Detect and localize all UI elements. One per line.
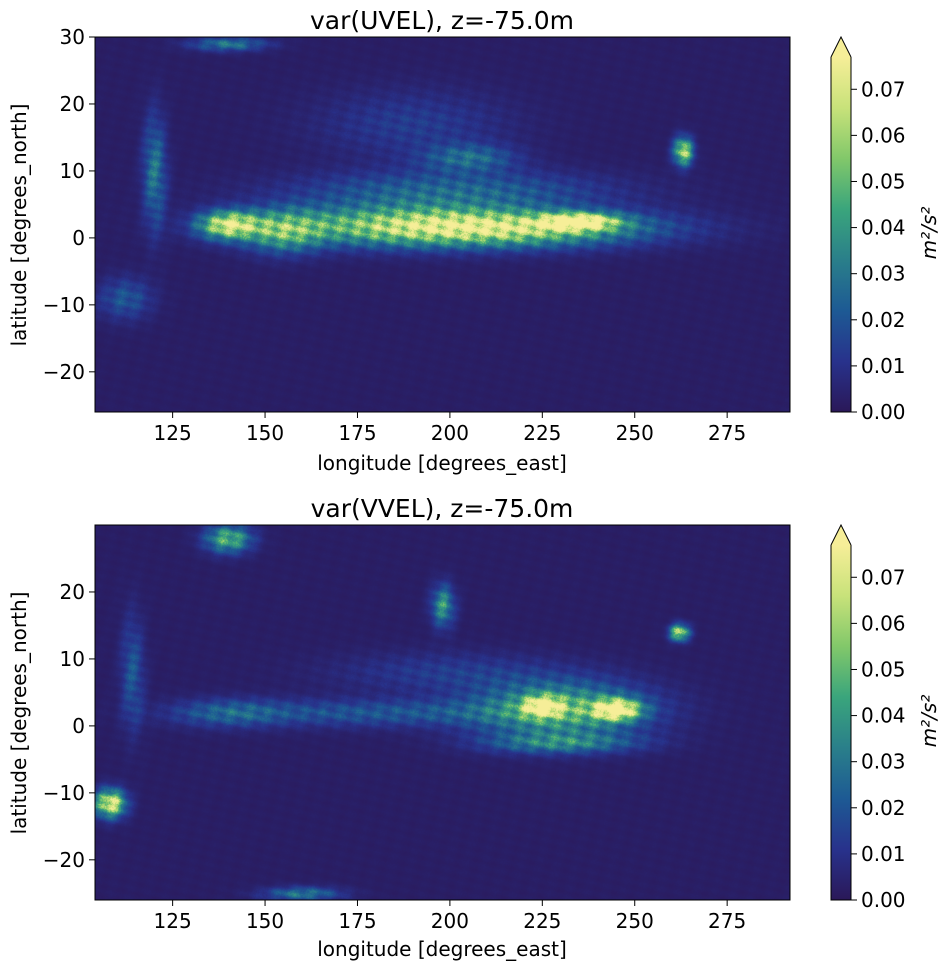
uvel-x-tick-label: 150 <box>246 421 284 445</box>
uvel-colorbar-tick-label: 0.00 <box>861 400 906 424</box>
vvel-x-tick-label: 125 <box>154 909 192 933</box>
vvel-colorbar-frame <box>830 545 852 901</box>
uvel-colorbar-tick-label: 0.02 <box>861 308 906 332</box>
vvel-colorbar-tick-label: 0.07 <box>861 565 906 589</box>
uvel-title: var(UVEL), z=-75.0m <box>310 6 574 35</box>
uvel-y-tick-label: 20 <box>60 92 85 116</box>
uvel-panel: var(UVEL), z=-75.0m 125 150 175 200 225 250 27… <box>7 6 941 475</box>
uvel-colorbar-extend-arrow <box>830 35 852 58</box>
uvel-x-axis-label: longitude [degrees_east] <box>317 451 567 475</box>
uvel-x-tick-label: 175 <box>338 421 376 445</box>
vvel-x-tick-label: 250 <box>616 909 654 933</box>
vvel-x-ticks: 125 150 175 200 225 250 275 <box>154 900 746 933</box>
vvel-colorbar-tick-label: 0.04 <box>861 704 906 728</box>
vvel-y-ticks: −20 −10 0 10 20 <box>43 580 95 872</box>
vvel-colorbar-extend-arrow <box>830 523 852 546</box>
vvel-panel: var(VVEL), z=-75.0m 125 150 175 200 225 250 27… <box>7 494 941 961</box>
uvel-heatmap <box>95 37 790 412</box>
vvel-x-tick-label: 175 <box>338 909 376 933</box>
vvel-heatmap <box>95 525 790 900</box>
uvel-heatmap-wrap <box>95 37 790 412</box>
uvel-colorbar-tick-label: 0.05 <box>861 169 906 193</box>
uvel-y-axis-label: latitude [degrees_north] <box>7 104 31 347</box>
vvel-y-axis-label: latitude [degrees_north] <box>7 592 31 835</box>
vvel-colorbar: 0.00 0.01 0.02 0.03 0.04 0.05 0.06 0.07 m²/s² <box>830 523 941 912</box>
vvel-plot-frame <box>94 524 791 901</box>
vvel-x-axis-label: longitude [degrees_east] <box>317 937 567 961</box>
uvel-y-tick-label: 30 <box>60 25 85 49</box>
uvel-y-tick-label: −20 <box>43 360 85 384</box>
vvel-heatmap-wrap <box>95 525 790 900</box>
vvel-y-tick-label: 0 <box>72 714 85 738</box>
vvel-y-tick-label: −10 <box>43 781 85 805</box>
uvel-colorbar-gradient <box>831 57 851 412</box>
uvel-x-tick-label: 250 <box>616 421 654 445</box>
vvel-x-tick-label: 275 <box>708 909 746 933</box>
vvel-colorbar-gradient <box>831 545 851 900</box>
uvel-colorbar-tick-label: 0.01 <box>861 354 906 378</box>
uvel-colorbar-tick-label: 0.06 <box>861 123 906 147</box>
uvel-colorbar-frame <box>830 57 852 413</box>
vvel-colorbar-tick-label: 0.00 <box>861 888 906 912</box>
vvel-colorbar-tick-label: 0.02 <box>861 796 906 820</box>
uvel-colorbar: 0.00 0.01 0.02 0.03 0.04 0.05 0.06 0.07 m²/s² <box>830 35 941 424</box>
uvel-colorbar-tick-label: 0.07 <box>861 77 906 101</box>
uvel-x-ticks: 125 150 175 200 225 250 275 <box>154 412 746 445</box>
uvel-y-tick-label: −10 <box>43 293 85 317</box>
uvel-x-tick-label: 225 <box>523 421 561 445</box>
vvel-colorbar-tick-label: 0.03 <box>861 750 906 774</box>
vvel-colorbar-ticks: 0.00 0.01 0.02 0.03 0.04 0.05 0.06 0.07 <box>851 565 906 912</box>
vvel-x-tick-label: 150 <box>246 909 284 933</box>
uvel-colorbar-tick-label: 0.04 <box>861 216 906 240</box>
vvel-title: var(VVEL), z=-75.0m <box>311 494 574 523</box>
uvel-x-tick-label: 200 <box>431 421 469 445</box>
vvel-y-tick-label: 10 <box>60 647 85 671</box>
uvel-colorbar-tick-label: 0.03 <box>861 262 906 286</box>
uvel-colorbar-label: m²/s² <box>917 207 941 260</box>
vvel-colorbar-tick-label: 0.05 <box>861 657 906 681</box>
vvel-colorbar-tick-label: 0.01 <box>861 842 906 866</box>
uvel-colorbar-ticks: 0.00 0.01 0.02 0.03 0.04 0.05 0.06 0.07 <box>851 77 906 424</box>
vvel-y-tick-label: −20 <box>43 848 85 872</box>
uvel-x-tick-label: 275 <box>708 421 746 445</box>
vvel-colorbar-label: m²/s² <box>917 695 941 748</box>
uvel-y-tick-label: 0 <box>72 226 85 250</box>
vvel-y-tick-label: 20 <box>60 580 85 604</box>
uvel-plot-frame <box>94 36 791 413</box>
vvel-colorbar-tick-label: 0.06 <box>861 611 906 635</box>
vvel-x-tick-label: 225 <box>523 909 561 933</box>
vvel-x-tick-label: 200 <box>431 909 469 933</box>
uvel-x-tick-label: 125 <box>154 421 192 445</box>
uvel-y-ticks: −20 −10 0 10 20 30 <box>43 25 95 384</box>
uvel-y-tick-label: 10 <box>60 159 85 183</box>
